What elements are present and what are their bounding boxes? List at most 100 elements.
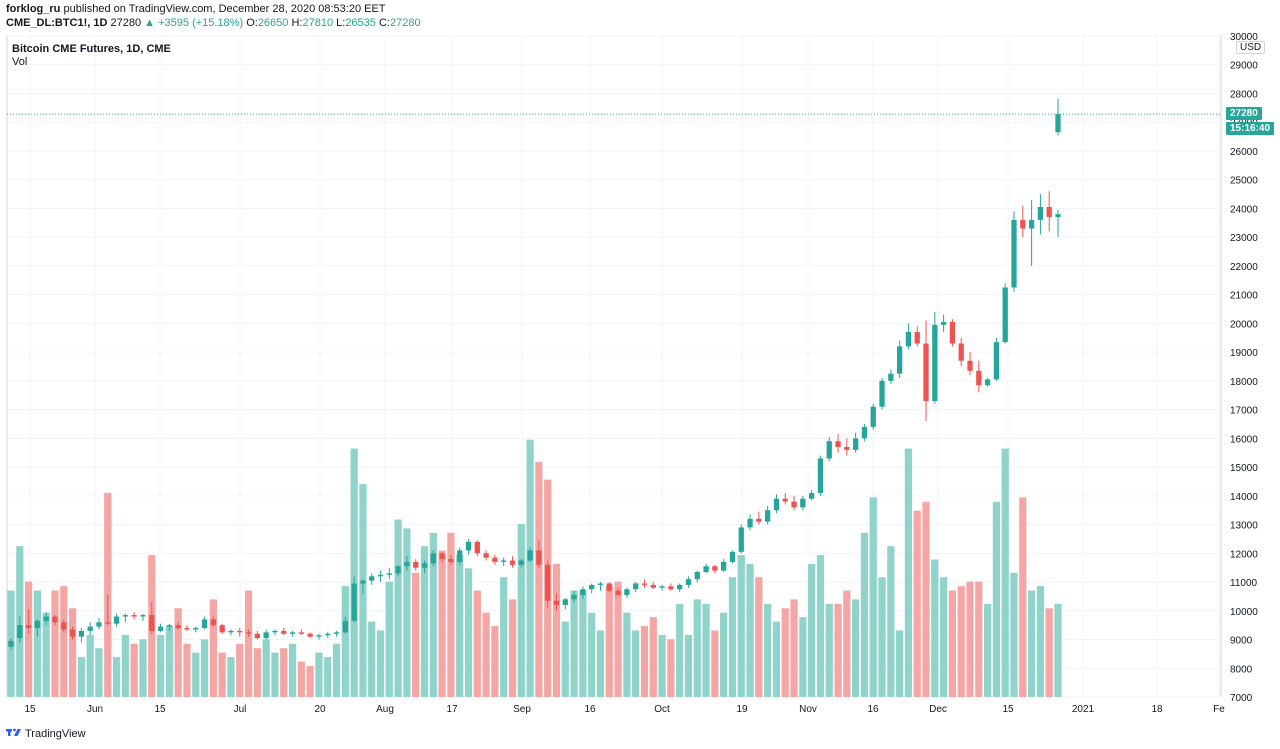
candle-body (597, 583, 604, 585)
candle-body (342, 620, 348, 633)
publisher-name[interactable]: forklog_ru (6, 3, 61, 15)
candle-body (325, 633, 331, 636)
last-price-badge: 27280 (1226, 107, 1262, 121)
pane-title: Bitcoin CME Futures, 1D, CME (12, 43, 171, 55)
candle-body (245, 632, 252, 634)
volume-bar (227, 657, 235, 697)
footer-brand[interactable]: TradingView (6, 727, 86, 740)
candle-body (369, 576, 375, 581)
candle-body (852, 438, 859, 450)
volume-bar (772, 621, 781, 697)
volume-bar (535, 461, 543, 697)
low-label: L: (336, 17, 346, 29)
candle-body (281, 630, 287, 634)
candle-body (263, 632, 269, 639)
candle-body (685, 579, 692, 585)
volume-bar (500, 577, 508, 697)
ohlc-legend: CME_DL:BTC1!, 1D 27280 ▲ +3595 (+15.18%)… (6, 17, 421, 29)
candle-body (1055, 114, 1061, 133)
candle-body (149, 615, 155, 631)
volume-bar (860, 532, 869, 697)
y-tick-label: 23000 (1230, 233, 1258, 244)
volume-bar (95, 648, 103, 697)
candle-body (87, 626, 93, 631)
y-tick-label: 10000 (1230, 607, 1258, 618)
volume-bar (341, 586, 349, 697)
candle-body (817, 458, 824, 493)
volume-bar (464, 568, 473, 697)
volume-bar (112, 657, 121, 697)
volume-bar (720, 612, 728, 697)
volume-bar (816, 555, 825, 697)
volume-bar (60, 586, 68, 697)
candle-body (896, 346, 903, 374)
volume-bar (1019, 497, 1027, 697)
volume-bar (368, 621, 376, 697)
open-label: O: (246, 17, 258, 29)
volume-bar (51, 590, 59, 697)
x-tick-label: 16 (867, 704, 879, 715)
volume-bar (561, 621, 569, 697)
candle-body (430, 553, 436, 564)
candle-body (624, 589, 630, 595)
y-tick-label: 15000 (1230, 463, 1258, 474)
volume-bar (737, 555, 745, 697)
volume-bar (77, 657, 85, 697)
candle-body (96, 622, 102, 627)
volume-bar (579, 590, 587, 697)
candle-body (641, 583, 648, 585)
plot-frame (6, 35, 1222, 698)
publish-info: forklog_ru published on TradingView.com,… (6, 3, 386, 15)
candle-body (800, 498, 806, 508)
candle-body (465, 541, 472, 551)
candle-body (113, 616, 120, 624)
volume-bar (781, 608, 789, 697)
volume-bar (896, 630, 904, 697)
volume-bar (957, 586, 965, 697)
candle-body (122, 615, 129, 617)
volume-bar (940, 577, 948, 697)
volume-bar (491, 626, 499, 697)
volume-bar (33, 590, 42, 697)
candle-body (474, 541, 480, 554)
currency-label[interactable]: USD (1236, 41, 1266, 54)
candle-body (395, 566, 401, 574)
candle-body (307, 633, 313, 637)
candle-body (228, 630, 234, 633)
y-tick-label: 30000 (1230, 32, 1258, 43)
volume-bar (1054, 603, 1062, 697)
volume-bar (728, 577, 737, 697)
y-tick-label: 20000 (1230, 319, 1258, 330)
candle-body (940, 321, 947, 325)
volume-bar (693, 599, 701, 697)
volume-bar (174, 608, 182, 697)
volume-bar (324, 657, 332, 697)
y-tick-label: 17000 (1230, 406, 1258, 417)
x-tick-label: Fe (1213, 704, 1225, 715)
volume-bar (852, 599, 860, 697)
candle-body (210, 619, 217, 626)
volume-bar (702, 603, 710, 697)
countdown-badge: 15:16:40 (1226, 122, 1275, 136)
candle-body (184, 628, 190, 630)
candle-body (61, 622, 67, 630)
x-tick-label: Jun (87, 704, 103, 715)
volume-bar (1001, 448, 1009, 697)
x-tick-label: Nov (799, 704, 817, 715)
candle-body (527, 550, 533, 561)
x-tick-label: 18 (1151, 704, 1163, 715)
volume-bar (86, 634, 94, 697)
candle-body (861, 426, 868, 439)
last-price: 27280 (110, 17, 142, 29)
candle-body (536, 550, 542, 565)
candle-body (782, 498, 788, 502)
candle-body (553, 600, 560, 606)
candle-body (483, 553, 489, 558)
y-tick-label: 14000 (1230, 492, 1258, 503)
volume-bar (992, 501, 1001, 697)
candle-body (650, 584, 656, 588)
volume-bar (24, 581, 33, 697)
candle-body (562, 599, 568, 606)
candle-body (694, 571, 700, 580)
